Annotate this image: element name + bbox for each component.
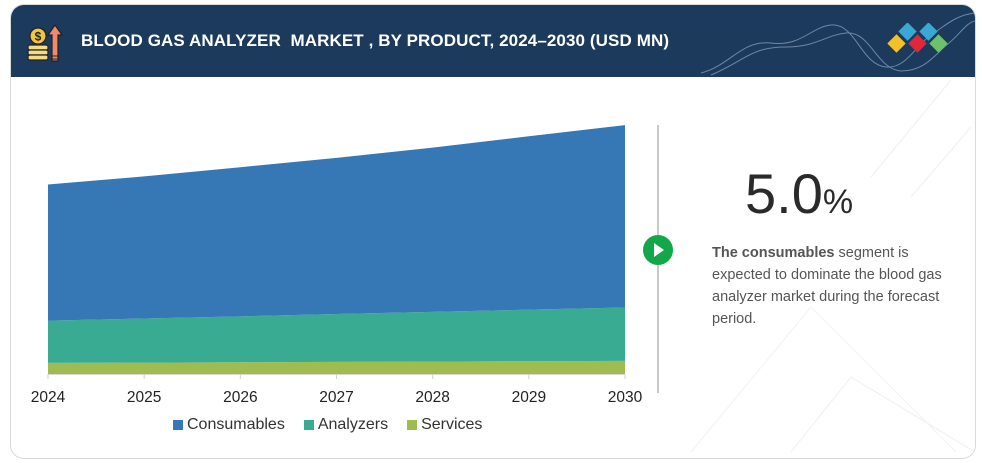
legend-swatch	[407, 420, 418, 430]
x-tick-label: 2029	[512, 389, 546, 406]
chart-title: BLOOD GAS ANALYZER MARKET , BY PRODUCT, …	[81, 31, 670, 50]
area-analyzers	[48, 307, 625, 363]
description-bold: The consumables	[712, 245, 835, 261]
area-consumables	[48, 125, 625, 321]
header-banner: $ BLOOD GAS ANALYZER MARKET , BY PRODUCT…	[11, 5, 975, 77]
legend-item-consumables: Consumables	[173, 416, 285, 434]
legend-swatch	[173, 420, 183, 430]
x-tick-label: 2027	[319, 389, 353, 406]
cagr-unit: %	[822, 183, 854, 221]
highlight-description: The consumables segment is expected to d…	[712, 242, 942, 330]
legend-swatch	[303, 420, 314, 430]
diamond-logo-icon	[887, 23, 948, 53]
cagr-value: 5.0%	[745, 166, 853, 222]
coins-growth-icon: $	[27, 23, 64, 62]
cagr-number: 5.0	[745, 162, 823, 225]
legend-label: Consumables	[187, 416, 285, 433]
x-tick-label: 2028	[415, 389, 449, 406]
svg-text:$: $	[35, 30, 42, 44]
chart-legend: Consumables Analyzers Services	[173, 416, 482, 434]
legend-label: Services	[421, 416, 483, 433]
area-services	[48, 360, 625, 374]
x-tick-label: 2026	[223, 389, 257, 406]
play-arrow-icon	[643, 235, 673, 265]
description-text: segment is expected to dominate the bloo…	[712, 245, 942, 327]
x-tick-label: 2025	[127, 389, 161, 406]
legend-label: Analyzers	[317, 416, 389, 433]
legend-item-services: Services	[407, 416, 482, 434]
legend-item-analyzers: Analyzers	[303, 416, 389, 434]
x-tick-label: 2030	[608, 389, 643, 406]
x-tick-label: 2024	[31, 389, 66, 406]
